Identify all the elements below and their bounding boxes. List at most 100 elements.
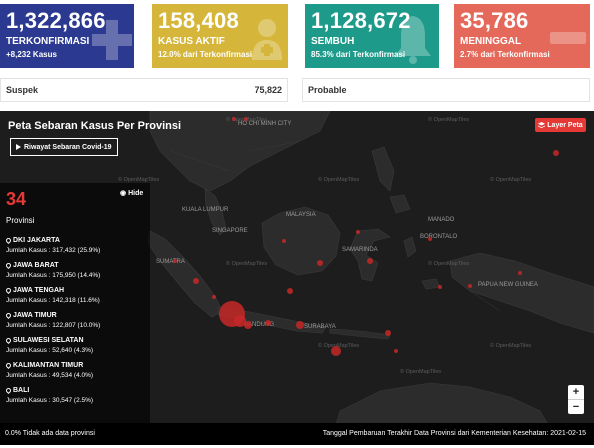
hospital-icon bbox=[252, 19, 282, 60]
case-marker[interactable] bbox=[428, 237, 432, 241]
card-confirmed: 1,322,866 TERKONFIRMASI +8,232 Kasus bbox=[0, 4, 134, 68]
case-marker[interactable] bbox=[367, 258, 373, 264]
city-label: KUALA LUMPUR bbox=[182, 207, 229, 213]
case-markers bbox=[173, 117, 559, 356]
attribution: © OpenMapTiles bbox=[428, 116, 469, 123]
case-marker[interactable] bbox=[356, 230, 360, 234]
deaths-sub: 2.7% dari Terkonfirmasi bbox=[460, 50, 550, 59]
attribution: © OpenMapTiles bbox=[490, 342, 531, 349]
province-name: KALIMANTAN TIMUR bbox=[13, 362, 84, 369]
case-marker[interactable] bbox=[244, 117, 248, 121]
province-cases: Jumlah Kasus : 49,534 (4.0%) bbox=[6, 372, 94, 379]
case-marker[interactable] bbox=[317, 260, 323, 266]
map-pin-icon bbox=[4, 311, 13, 320]
case-marker[interactable] bbox=[553, 150, 559, 156]
city-label: PAPUA NEW GUINEA bbox=[478, 282, 538, 288]
list-item[interactable]: JAWA TIMUR Jumlah Kasus : 122,807 (10.0%… bbox=[4, 311, 100, 337]
case-marker[interactable] bbox=[394, 349, 398, 353]
attribution: © OpenMapTiles bbox=[118, 176, 159, 183]
map-pin-icon bbox=[4, 261, 13, 270]
hide-button-label: Hide bbox=[128, 190, 144, 197]
layers-icon bbox=[538, 121, 546, 128]
province-cases: Jumlah Kasus : 30,547 (2.5%) bbox=[6, 397, 94, 404]
deaths-label: MENINGGAL bbox=[460, 36, 522, 47]
case-marker[interactable] bbox=[244, 321, 252, 329]
recovered-value: 1,128,672 bbox=[311, 8, 411, 33]
map-title: Peta Sebaran Kasus Per Provinsi bbox=[8, 120, 182, 132]
zoom-control: + − bbox=[568, 385, 584, 414]
suspek-value: 75,822 bbox=[254, 85, 282, 95]
case-marker[interactable] bbox=[296, 321, 304, 329]
case-marker[interactable] bbox=[234, 315, 246, 327]
footer-no-data-note: 0.0% Tidak ada data provinsi bbox=[5, 430, 95, 437]
attribution: © OpenMapTiles bbox=[490, 176, 531, 183]
card-active: 158,408 KASUS AKTIF 12.0% dari Terkonfir… bbox=[152, 4, 288, 68]
map-pin-icon bbox=[4, 361, 13, 370]
list-item[interactable]: DKI JAKARTA Jumlah Kasus : 317,432 (25.9… bbox=[4, 236, 101, 262]
zoom-in-button[interactable]: + bbox=[572, 386, 580, 398]
active-label: KASUS AKTIF bbox=[158, 36, 225, 47]
attribution: © OpenMapTiles bbox=[400, 368, 441, 375]
suspek-box: Suspek 75,822 bbox=[0, 78, 288, 102]
active-sub: 12.0% dari Terkonfirmasi bbox=[158, 50, 253, 59]
case-marker[interactable] bbox=[173, 259, 177, 263]
province-name: BALI bbox=[13, 387, 30, 394]
case-marker[interactable] bbox=[385, 330, 391, 336]
province-count: 34 bbox=[6, 189, 27, 209]
recovered-sub: 85.3% dari Terkonfirmasi bbox=[311, 50, 406, 59]
suspek-label: Suspek bbox=[6, 85, 39, 95]
city-label: MALAYSIA bbox=[286, 212, 316, 218]
list-item[interactable]: KALIMANTAN TIMUR Jumlah Kasus : 49,534 (… bbox=[4, 361, 100, 387]
city-label: SURABAYA bbox=[304, 324, 336, 330]
province-map[interactable]: HO CHI MINH CITY KUALA LUMPUR SINGAPORE … bbox=[0, 111, 594, 445]
case-marker[interactable] bbox=[232, 117, 236, 121]
deaths-value: 35,786 bbox=[460, 8, 529, 33]
map-canvas[interactable]: HO CHI MINH CITY KUALA LUMPUR SINGAPORE … bbox=[0, 111, 594, 445]
province-cases: Jumlah Kasus : 175,950 (14.4%) bbox=[6, 272, 101, 279]
probable-label: Probable bbox=[308, 85, 347, 95]
layer-button[interactable]: Layer Peta bbox=[535, 118, 586, 132]
confirmed-value: 1,322,866 bbox=[6, 8, 106, 33]
case-marker[interactable] bbox=[468, 284, 472, 288]
case-marker[interactable] bbox=[193, 278, 199, 284]
city-label: SUMATRA bbox=[156, 259, 185, 265]
list-item[interactable]: BALI Jumlah Kasus : 30,547 (2.5%) bbox=[4, 386, 100, 412]
layer-button-label: Layer Peta bbox=[547, 121, 583, 129]
province-cases: Jumlah Kasus : 142,318 (11.6%) bbox=[6, 297, 100, 304]
confirmed-sub: +8,232 Kasus bbox=[6, 50, 57, 59]
recovered-label: SEMBUH bbox=[311, 36, 355, 47]
case-marker[interactable] bbox=[518, 271, 522, 275]
plus-icon bbox=[92, 20, 132, 60]
province-cases: Jumlah Kasus : 52,640 (4.3%) bbox=[6, 347, 94, 354]
history-button-label: Riwayat Sebaran Covid-19 bbox=[24, 143, 112, 151]
province-list[interactable]: DKI JAKARTA Jumlah Kasus : 317,432 (25.9… bbox=[4, 236, 101, 412]
active-value: 158,408 bbox=[158, 8, 239, 33]
case-marker[interactable] bbox=[438, 285, 442, 289]
map-footer: 0.0% Tidak ada data provinsi Tanggal Pem… bbox=[0, 423, 594, 445]
list-item[interactable]: JAWA BARAT Jumlah Kasus : 175,950 (14.4%… bbox=[4, 261, 101, 287]
province-panel: 34 Provinsi ◉ Hide DKI JAKARTA Jumlah Ka… bbox=[0, 183, 150, 423]
list-item[interactable]: SULAWESI SELATAN Jumlah Kasus : 52,640 (… bbox=[4, 336, 100, 362]
province-name: JAWA BARAT bbox=[13, 262, 59, 269]
province-name: SULAWESI SELATAN bbox=[13, 337, 84, 344]
case-marker[interactable] bbox=[282, 239, 286, 243]
history-button[interactable]: Riwayat Sebaran Covid-19 bbox=[10, 138, 118, 156]
case-marker[interactable] bbox=[287, 288, 293, 294]
city-label: BORONTALO bbox=[420, 234, 458, 240]
bell-icon bbox=[395, 16, 431, 64]
province-cases: Jumlah Kasus : 317,432 (25.9%) bbox=[6, 247, 101, 254]
play-icon bbox=[16, 144, 21, 150]
hide-button[interactable]: ◉ Hide bbox=[120, 189, 143, 197]
city-label: SINGAPORE bbox=[212, 228, 248, 234]
zoom-out-button[interactable]: − bbox=[568, 399, 584, 414]
city-label: SAMARINDA bbox=[342, 247, 378, 253]
city-label: MANADO bbox=[428, 217, 455, 223]
case-marker[interactable] bbox=[331, 346, 341, 356]
case-marker[interactable] bbox=[265, 320, 271, 326]
card-recovered: 1,128,672 SEMBUH 85.3% dari Terkonfirmas… bbox=[305, 4, 439, 68]
card-deaths: 35,786 MENINGGAL 2.7% dari Terkonfirmasi bbox=[454, 4, 590, 68]
list-item[interactable]: JAWA TENGAH Jumlah Kasus : 142,318 (11.6… bbox=[4, 286, 100, 312]
attribution: © OpenMapTiles bbox=[318, 176, 359, 183]
case-marker[interactable] bbox=[212, 295, 216, 299]
attribution: © OpenMapTiles bbox=[318, 342, 359, 349]
